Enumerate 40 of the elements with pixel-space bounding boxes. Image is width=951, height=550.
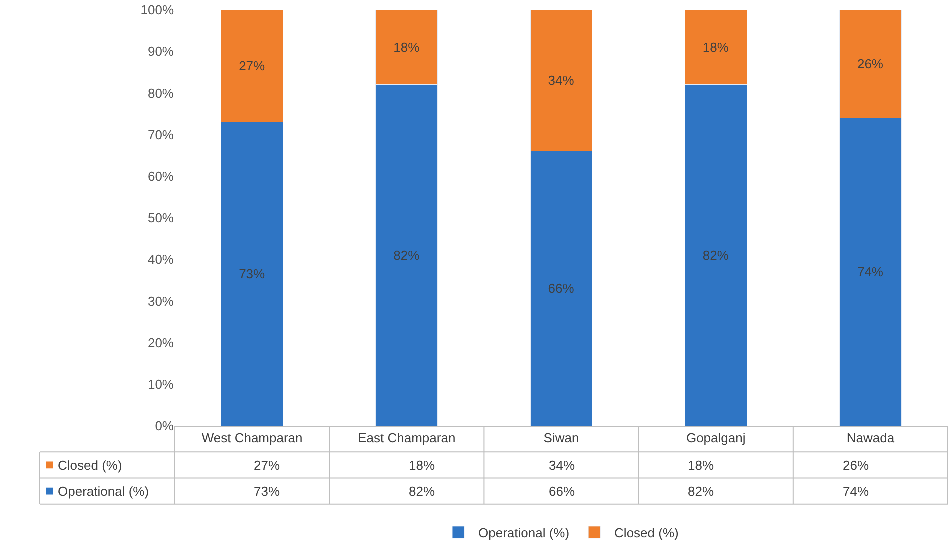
data-label: 66% <box>549 484 576 499</box>
data-label: 82% <box>688 484 714 499</box>
y-tick-label: 10% <box>148 376 174 392</box>
text: 82% <box>394 248 420 263</box>
text: 34% <box>548 73 574 88</box>
legend-label: Closed (%) <box>58 458 122 473</box>
y-tick-label: 40% <box>148 252 174 268</box>
y-tick-label: 80% <box>148 86 174 101</box>
y-tick-label: 0% <box>155 418 174 434</box>
y-tick-label: 90% <box>148 44 174 60</box>
x-tick-label: East Champaran <box>358 430 456 446</box>
x-tick-label: Nawada <box>846 430 896 446</box>
data-label: 82% <box>409 484 436 499</box>
text: Closed (%) <box>614 525 679 540</box>
text: Operational (%) <box>478 525 570 540</box>
data-label: 74% <box>843 484 870 499</box>
text: 18% <box>702 40 729 55</box>
text: 73% <box>239 266 266 282</box>
y-tick-label: 20% <box>148 335 174 350</box>
data-label: 73% <box>254 484 280 499</box>
x-tick-label: West Champaran <box>202 430 303 446</box>
y-tick-label: 50% <box>148 210 174 226</box>
y-tick-label: 70% <box>148 127 174 142</box>
y-tick-label: 100% <box>140 2 174 18</box>
data-label: 26% <box>843 458 870 473</box>
text: 26% <box>857 56 884 72</box>
text: 82% <box>702 248 729 263</box>
data-label: 27% <box>254 458 280 473</box>
text: 18% <box>394 40 420 55</box>
text: 74% <box>857 264 884 280</box>
data-label: 18% <box>409 458 436 473</box>
y-tick-label: 30% <box>148 294 174 309</box>
legend-label: Operational (%) <box>58 484 150 499</box>
data-label: 34% <box>549 458 576 473</box>
data-label: 18% <box>688 458 714 473</box>
text: 27% <box>239 58 266 74</box>
x-tick-label: Siwan <box>544 430 580 446</box>
text: 66% <box>548 281 574 296</box>
x-tick-label: Gopalganj <box>686 430 746 446</box>
y-tick-label: 60% <box>148 168 174 184</box>
